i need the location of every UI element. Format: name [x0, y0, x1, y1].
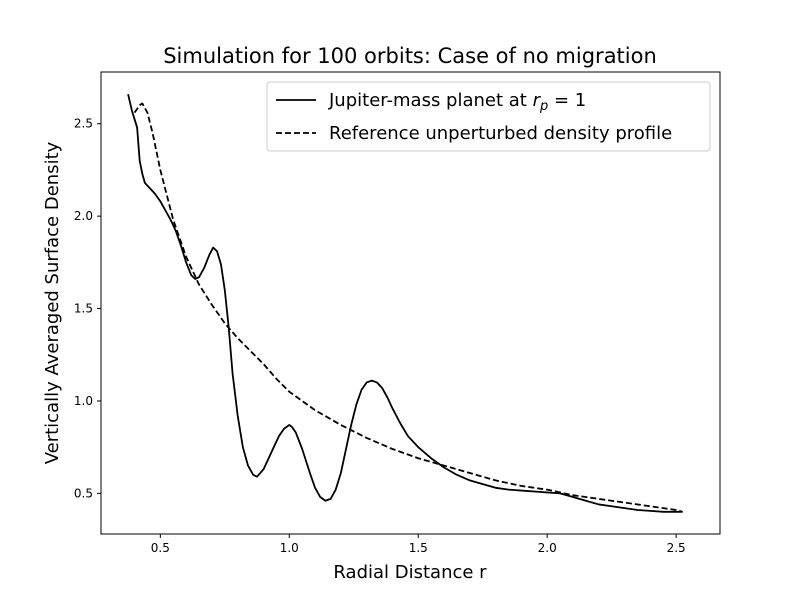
legend-label-perturbed: Jupiter-mass planet at rp = 1 [328, 90, 586, 114]
series-layer [127, 93, 683, 513]
x-axis-ticks: 0.5 1.0 1.5 2.0 2.5 [151, 534, 686, 555]
y-axis-label: Vertically Averaged Surface Density [42, 141, 63, 464]
x-tick-label: 2.0 [538, 541, 557, 555]
y-axis-ticks: 0.5 1.0 1.5 2.0 2.5 [74, 117, 101, 500]
plot-frame [100, 71, 721, 535]
series-line-reference [133, 102, 683, 513]
y-tick-label: 0.5 [74, 486, 93, 500]
x-tick-label: 1.0 [280, 541, 299, 555]
legend-label-perturbed-sub: p [539, 99, 548, 114]
legend: Jupiter-mass planet at rp = 1 Reference … [266, 81, 711, 152]
x-tick-label: 0.5 [151, 541, 170, 555]
legend-label-perturbed-suffix: = 1 [548, 90, 586, 111]
x-axis-label: Radial Distance r [333, 562, 487, 583]
legend-label-perturbed-prefix: Jupiter-mass planet at [328, 90, 533, 111]
y-tick-label: 2.5 [74, 117, 93, 131]
x-tick-label: 1.5 [409, 541, 428, 555]
chart-title: Simulation for 100 orbits: Case of no mi… [163, 44, 657, 68]
series-line-perturbed [127, 93, 683, 513]
legend-box [266, 81, 711, 152]
legend-label-perturbed-var: r [533, 90, 542, 111]
y-tick-label: 1.5 [74, 302, 93, 316]
plot-area [100, 71, 721, 535]
y-tick-label: 2.0 [74, 209, 93, 223]
x-tick-label: 2.5 [667, 541, 686, 555]
y-tick-label: 1.0 [74, 394, 93, 408]
legend-label-reference: Reference unperturbed density profile [329, 123, 672, 144]
